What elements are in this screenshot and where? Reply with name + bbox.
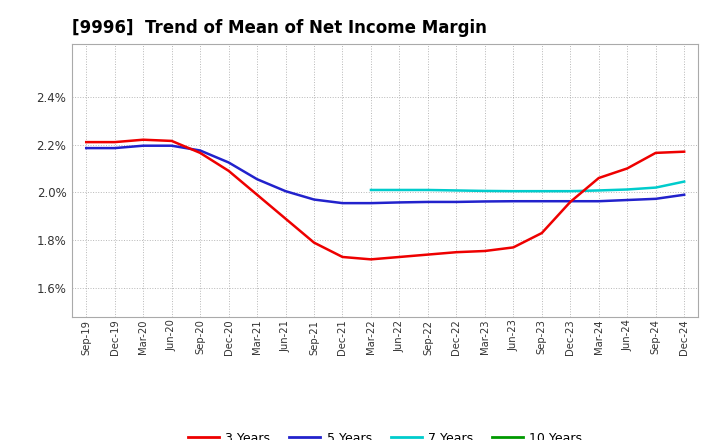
Text: [9996]  Trend of Mean of Net Income Margin: [9996] Trend of Mean of Net Income Margi… [72,19,487,37]
Legend: 3 Years, 5 Years, 7 Years, 10 Years: 3 Years, 5 Years, 7 Years, 10 Years [183,427,588,440]
